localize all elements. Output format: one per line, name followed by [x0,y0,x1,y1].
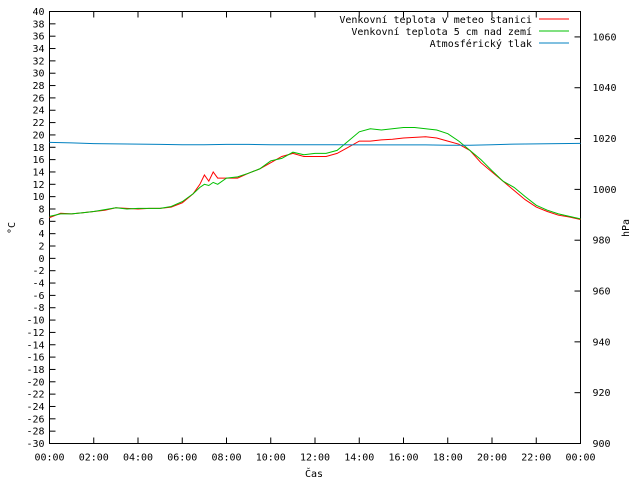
y-left-tick-label: 2 [38,242,44,253]
y-left-tick-label: 22 [32,118,44,129]
x-tick-label: 18:00 [433,453,463,464]
x-tick-label: 06:00 [167,453,197,464]
y-right-tick-label: 1000 [593,185,617,196]
y-left-tick-label: 30 [32,69,44,80]
legend: Venkovní teplota v meteo staniciVenkovní… [339,14,569,50]
y-left-tick-label: 8 [38,204,44,215]
y-right-tick-label: 1060 [593,32,617,43]
series-line-0 [49,136,581,220]
y-right-tick-label: 1040 [593,83,617,94]
y-left-tick-label: -20 [26,377,44,388]
x-tick-labels: 00:00 02:00 04:00 06:00 08:00 10:00 12:00 14:00… [34,453,595,464]
y-left-tick-label: 36 [32,32,44,43]
y-left-tick-label: 20 [32,130,44,141]
y-left-tick-label: 4 [38,229,44,240]
y-left-tick-label: 0 [38,254,44,265]
y-right-tick-labels: 1060 1040 1020 1000 980 960 940 920 900 [593,32,617,450]
y-left-tick-label: 12 [32,180,44,191]
y-left-tick-label: -14 [26,340,44,351]
x-tick-label: 02:00 [79,453,109,464]
x-tick-label: 14:00 [344,453,374,464]
tick-marks [49,11,581,444]
series-line-2 [49,141,581,146]
y-left-tick-label: -10 [26,316,44,327]
x-tick-label: 20:00 [477,453,507,464]
y-left-tick-label: -8 [32,303,44,314]
y-left-tick-label: 40 [32,7,44,18]
y-right-axis-label: hPa [621,219,632,237]
x-axis-label: Čas [305,467,323,480]
y-left-tick-label: 10 [32,192,44,203]
y-left-tick-label: -24 [26,402,44,413]
y-right-tick-label: 960 [593,287,611,298]
x-tick-label: 12:00 [300,453,330,464]
y-left-tick-label: 38 [32,19,44,30]
y-left-tick-label: -6 [32,291,44,302]
y-left-tick-label: -18 [26,365,44,376]
y-left-tick-label: -16 [26,353,44,364]
legend-label-0: Venkovní teplota v meteo stanici [339,14,532,26]
legend-label-2: Atmosférický tlak [430,38,532,50]
y-left-tick-label: -26 [26,414,44,425]
y-left-tick-label: -30 [26,439,44,450]
y-left-tick-label: -12 [26,328,44,339]
y-right-tick-label: 1020 [593,134,617,145]
x-tick-label: 22:00 [521,453,551,464]
y-left-tick-label: 18 [32,143,44,154]
y-left-tick-label: 32 [32,56,44,67]
y-right-tick-label: 920 [593,388,611,399]
x-tick-label: 08:00 [211,453,241,464]
y-left-tick-labels: 4038363432302826242220181614121086420-2-… [26,7,44,450]
y-left-tick-label: 24 [32,106,44,117]
y-left-tick-label: -22 [26,390,44,401]
series-lines [49,127,581,220]
plot-frame [49,11,581,444]
y-left-tick-label: 6 [38,217,44,228]
y-left-tick-label: 16 [32,155,44,166]
y-left-tick-label: -4 [32,279,44,290]
y-left-tick-label: 14 [32,167,44,178]
x-tick-label: 16:00 [388,453,418,464]
y-left-tick-label: 28 [32,81,44,92]
x-tick-label: 04:00 [123,453,153,464]
y-left-axis-label: °C [7,222,18,234]
y-left-tick-label: 26 [32,93,44,104]
legend-label-1: Venkovní teplota 5 cm nad zemí [351,26,532,38]
y-left-tick-label: -28 [26,427,44,438]
x-tick-label: 00:00 [565,453,595,464]
y-left-tick-label: 34 [32,44,44,55]
x-tick-label: 10:00 [256,453,286,464]
y-right-tick-label: 900 [593,439,611,450]
series-line-1 [49,127,581,220]
y-left-tick-label: -2 [32,266,44,277]
x-tick-label: 00:00 [34,453,64,464]
y-right-tick-label: 940 [593,337,611,348]
y-right-tick-label: 980 [593,236,611,247]
